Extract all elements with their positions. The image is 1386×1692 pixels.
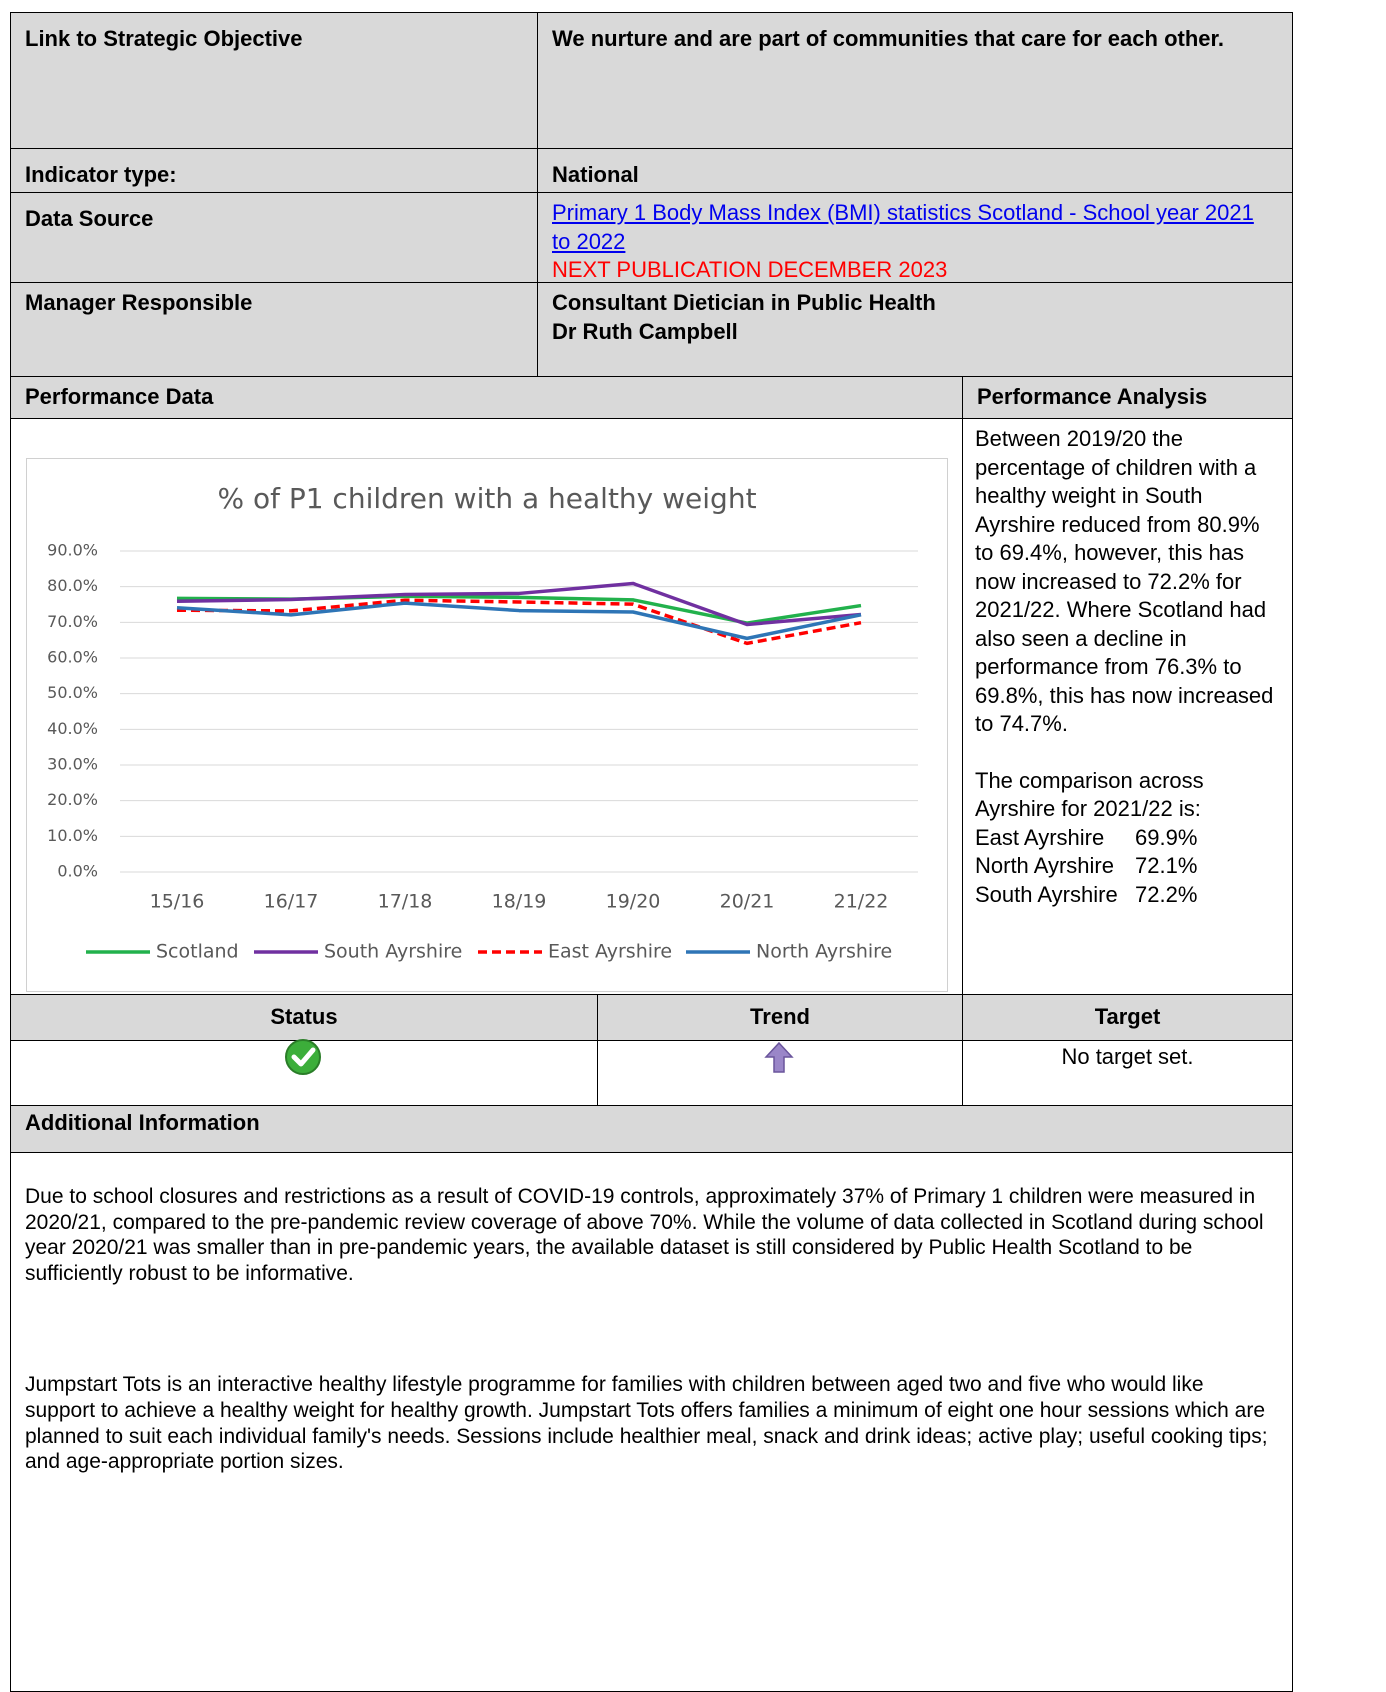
header-cell: Performance Data (10, 376, 963, 419)
target-cell: No target set. (962, 1040, 1293, 1106)
label-cell: Data Source (10, 192, 538, 283)
y-tick-label: 90.0% (47, 541, 98, 560)
y-tick-label: 70.0% (47, 612, 98, 631)
x-tick-label: 20/21 (720, 891, 775, 913)
area-value: 72.2% (1135, 881, 1198, 907)
additional-cell: Due to school closures and restrictions … (10, 1152, 1293, 1692)
x-tick-label: 19/20 (606, 891, 661, 913)
label-cell: Manager Responsible (10, 282, 538, 377)
value-cell: National (537, 148, 1293, 193)
analysis-text: Between 2019/20 the percentage of childr… (975, 426, 1274, 736)
legend-label: North Ayrshire (756, 941, 892, 963)
status-icon (285, 1039, 321, 1075)
paragraph: Due to school closures and restrictions … (25, 1185, 1264, 1285)
area: South Ayrshire (975, 881, 1118, 907)
y-tick-label: 80.0% (47, 576, 98, 595)
header-cell: Trend (597, 994, 963, 1041)
trend-icon (764, 1041, 794, 1073)
comparison-intro: The comparison across Ayrshire for 2021/… (975, 767, 1204, 822)
header-cell: Target (962, 994, 1293, 1041)
y-tick-label: 10.0% (47, 826, 98, 845)
area-value: 69.9% (1135, 824, 1198, 850)
series-line (176, 581, 862, 627)
series-line (176, 598, 862, 646)
analysis-cell: Between 2019/20 the percentage of childr… (962, 418, 1293, 995)
area: North Ayrshire (975, 853, 1114, 878)
area-value: 72.1% (1135, 853, 1198, 878)
y-tick-label: 20.0% (47, 790, 98, 809)
legend-label: South Ayrshire (324, 941, 462, 963)
publication-note: NEXT PUBLICATION DECEMBER 2023 (552, 257, 948, 282)
series-line (176, 601, 862, 641)
y-tick-label: 60.0% (47, 648, 98, 667)
header-cell: Additional Information (10, 1105, 1293, 1153)
chart-frame (26, 458, 948, 992)
manager-line: Dr Ruth Campbell (552, 318, 738, 344)
legend-label: Scotland (156, 941, 239, 963)
paragraph: Jumpstart Tots is an interactive healthy… (25, 1373, 1268, 1474)
chart-title: % of P1 children with a healthy weight (217, 482, 756, 515)
label-cell: Indicator type: (10, 148, 538, 193)
value-cell: We nurture and are part of communities t… (537, 12, 1293, 149)
value-cell: Primary 1 Body Mass Index (BMI) statisti… (537, 192, 1293, 283)
legend-label: East Ayrshire (548, 941, 672, 963)
x-tick-label: 18/19 (492, 891, 547, 913)
value-cell: Consultant Dietician in Public Health Dr… (537, 282, 1293, 377)
header-cell: Status (10, 994, 598, 1041)
x-tick-label: 16/17 (264, 891, 319, 913)
x-tick-label: 17/18 (378, 891, 433, 913)
label-cell: Link to Strategic Objective (10, 12, 538, 149)
area: East Ayrshire (975, 824, 1105, 850)
y-tick-label: 30.0% (47, 755, 98, 774)
chart: % of P1 children with a healthy weight 0… (26, 458, 948, 992)
y-tick-label: 40.0% (47, 719, 98, 738)
x-tick-label: 15/16 (150, 891, 205, 913)
y-tick-label: 0.0% (57, 862, 98, 881)
manager-line: Consultant Dietician in Public Health (552, 290, 936, 315)
source-link[interactable]: Primary 1 Body Mass Index (BMI) statisti… (552, 200, 1254, 254)
x-tick-label: 21/22 (834, 891, 889, 913)
y-tick-label: 50.0% (47, 683, 98, 702)
header-cell: Performance Analysis (962, 376, 1293, 419)
